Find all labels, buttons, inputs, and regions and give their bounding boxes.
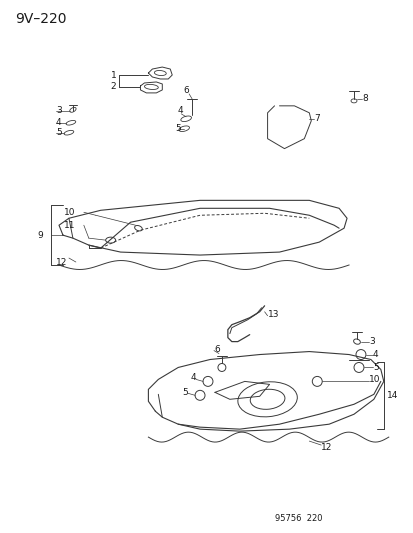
Text: 3: 3 [368, 337, 374, 346]
Text: 6: 6 [214, 345, 219, 354]
Text: 12: 12 [320, 442, 332, 451]
Text: 5: 5 [182, 388, 188, 397]
Text: 4: 4 [372, 350, 377, 359]
Text: 7: 7 [313, 114, 319, 123]
Text: 4: 4 [56, 118, 62, 127]
Text: 9: 9 [37, 231, 43, 240]
Text: 4: 4 [177, 106, 183, 115]
Text: 2: 2 [110, 83, 116, 92]
Text: 4: 4 [190, 373, 196, 382]
Text: 13: 13 [267, 310, 278, 319]
Text: 10: 10 [368, 375, 380, 384]
Text: 3: 3 [56, 106, 62, 115]
Text: 11: 11 [64, 221, 75, 230]
Text: 9V–220: 9V–220 [15, 12, 66, 26]
Text: 6: 6 [183, 86, 188, 95]
Text: 5: 5 [175, 124, 180, 133]
Text: 1: 1 [110, 70, 116, 79]
Text: 95756  220: 95756 220 [274, 514, 321, 523]
Text: 5: 5 [372, 363, 378, 372]
Text: 14: 14 [386, 391, 397, 400]
Text: 5: 5 [56, 128, 62, 137]
Text: 8: 8 [361, 94, 367, 103]
Text: 10: 10 [64, 208, 75, 217]
Text: 12: 12 [56, 257, 67, 266]
